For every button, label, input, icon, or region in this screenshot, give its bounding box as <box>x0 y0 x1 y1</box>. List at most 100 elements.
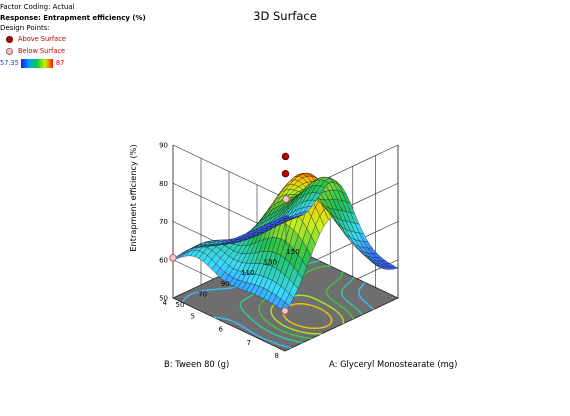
contour-line <box>246 328 250 332</box>
z-tick-label: 80 <box>159 180 168 188</box>
contour-line <box>336 302 339 306</box>
contour-line <box>337 312 341 316</box>
contour-line <box>231 320 235 323</box>
contour-line <box>361 298 364 301</box>
contour-line <box>329 297 333 301</box>
contour-line <box>278 321 282 325</box>
contour-line <box>351 316 354 320</box>
contour-line <box>234 321 238 324</box>
contour-line <box>280 344 285 347</box>
contour-line <box>271 305 274 308</box>
contour-line <box>302 331 307 334</box>
scale-min: 57.35 <box>0 58 19 67</box>
contour-line <box>356 308 360 312</box>
contour-line <box>290 321 294 325</box>
contour-line <box>259 335 263 339</box>
y-tick-label: 5 <box>191 312 195 320</box>
scale-max: 87 <box>55 58 65 67</box>
contour-line <box>272 316 276 320</box>
contour-line <box>339 314 343 317</box>
contour-line <box>321 265 325 268</box>
contour-line <box>346 310 350 314</box>
contour-line <box>340 273 343 277</box>
contour-line <box>328 296 331 299</box>
contour-line <box>362 299 365 302</box>
contour-line <box>333 300 337 304</box>
contour-line <box>328 323 331 326</box>
contour-line <box>254 333 257 336</box>
contour-line <box>184 296 188 299</box>
contour-line <box>271 314 274 317</box>
contour-line <box>242 309 245 313</box>
contour-line <box>348 312 352 316</box>
contour-line <box>198 290 203 293</box>
below-dot-icon <box>6 48 13 55</box>
contour-line <box>279 329 283 332</box>
contour-line <box>333 281 337 284</box>
contour-line <box>363 300 367 304</box>
contour-line <box>239 305 242 309</box>
contour-line <box>310 268 315 271</box>
below-surface-label: Below Surface <box>18 47 66 56</box>
contour-line <box>259 312 262 316</box>
contour-line <box>326 312 330 316</box>
contour-line <box>215 316 221 319</box>
contour-line <box>361 283 364 287</box>
contour-line <box>273 326 278 330</box>
contour-line <box>340 305 344 309</box>
contour-line <box>313 305 317 308</box>
contour-line <box>284 337 288 340</box>
contour-line <box>305 270 309 274</box>
contour-line <box>264 328 268 332</box>
contour-line <box>262 299 265 302</box>
contour-line <box>259 302 263 306</box>
contour-line <box>327 286 330 290</box>
contour-line <box>359 285 363 289</box>
contour-line <box>263 318 267 322</box>
contour-line <box>288 332 293 336</box>
contour-line <box>328 314 331 317</box>
contour-line <box>295 334 300 338</box>
contour-line <box>241 308 244 311</box>
contour-line <box>315 298 320 302</box>
contour-line <box>319 307 323 311</box>
contour-line <box>276 320 280 323</box>
contour-line <box>357 290 360 293</box>
contour-line <box>271 324 275 328</box>
contour-line <box>326 293 329 297</box>
contour-line <box>342 296 346 300</box>
contour-line <box>248 294 253 298</box>
color-scale-bar <box>20 58 53 68</box>
contour-line <box>338 304 342 307</box>
contour-line <box>362 281 366 285</box>
contour-line <box>329 305 333 309</box>
z-axis-title: Entrapment efficiency (%) <box>128 144 138 251</box>
contour-line <box>288 327 293 330</box>
contour-line <box>221 317 225 320</box>
contour-line <box>256 334 260 338</box>
contour-line <box>320 326 325 329</box>
contour-line <box>336 311 339 314</box>
contour-line <box>351 278 354 281</box>
contour-line <box>241 299 245 302</box>
contour-line <box>285 331 289 335</box>
contour-line <box>253 320 256 324</box>
contour-line <box>260 314 263 317</box>
contour-line <box>243 311 247 315</box>
response-label: Response: Entrapment efficiency (%) <box>0 13 146 22</box>
contour-line <box>202 289 207 292</box>
contour-line <box>285 326 290 329</box>
contour-line <box>246 296 250 299</box>
y-tick-label: 7 <box>247 339 251 347</box>
contour-line <box>284 316 287 320</box>
contour-line <box>294 340 299 343</box>
contour-line <box>245 313 249 317</box>
contour-line <box>258 304 261 308</box>
contour-line <box>357 292 360 296</box>
contour-line <box>321 301 325 305</box>
contour-line <box>240 301 243 304</box>
contour-line <box>262 337 266 340</box>
contour-line <box>189 293 193 296</box>
design-point-below <box>282 195 290 203</box>
contour-line <box>244 327 248 330</box>
